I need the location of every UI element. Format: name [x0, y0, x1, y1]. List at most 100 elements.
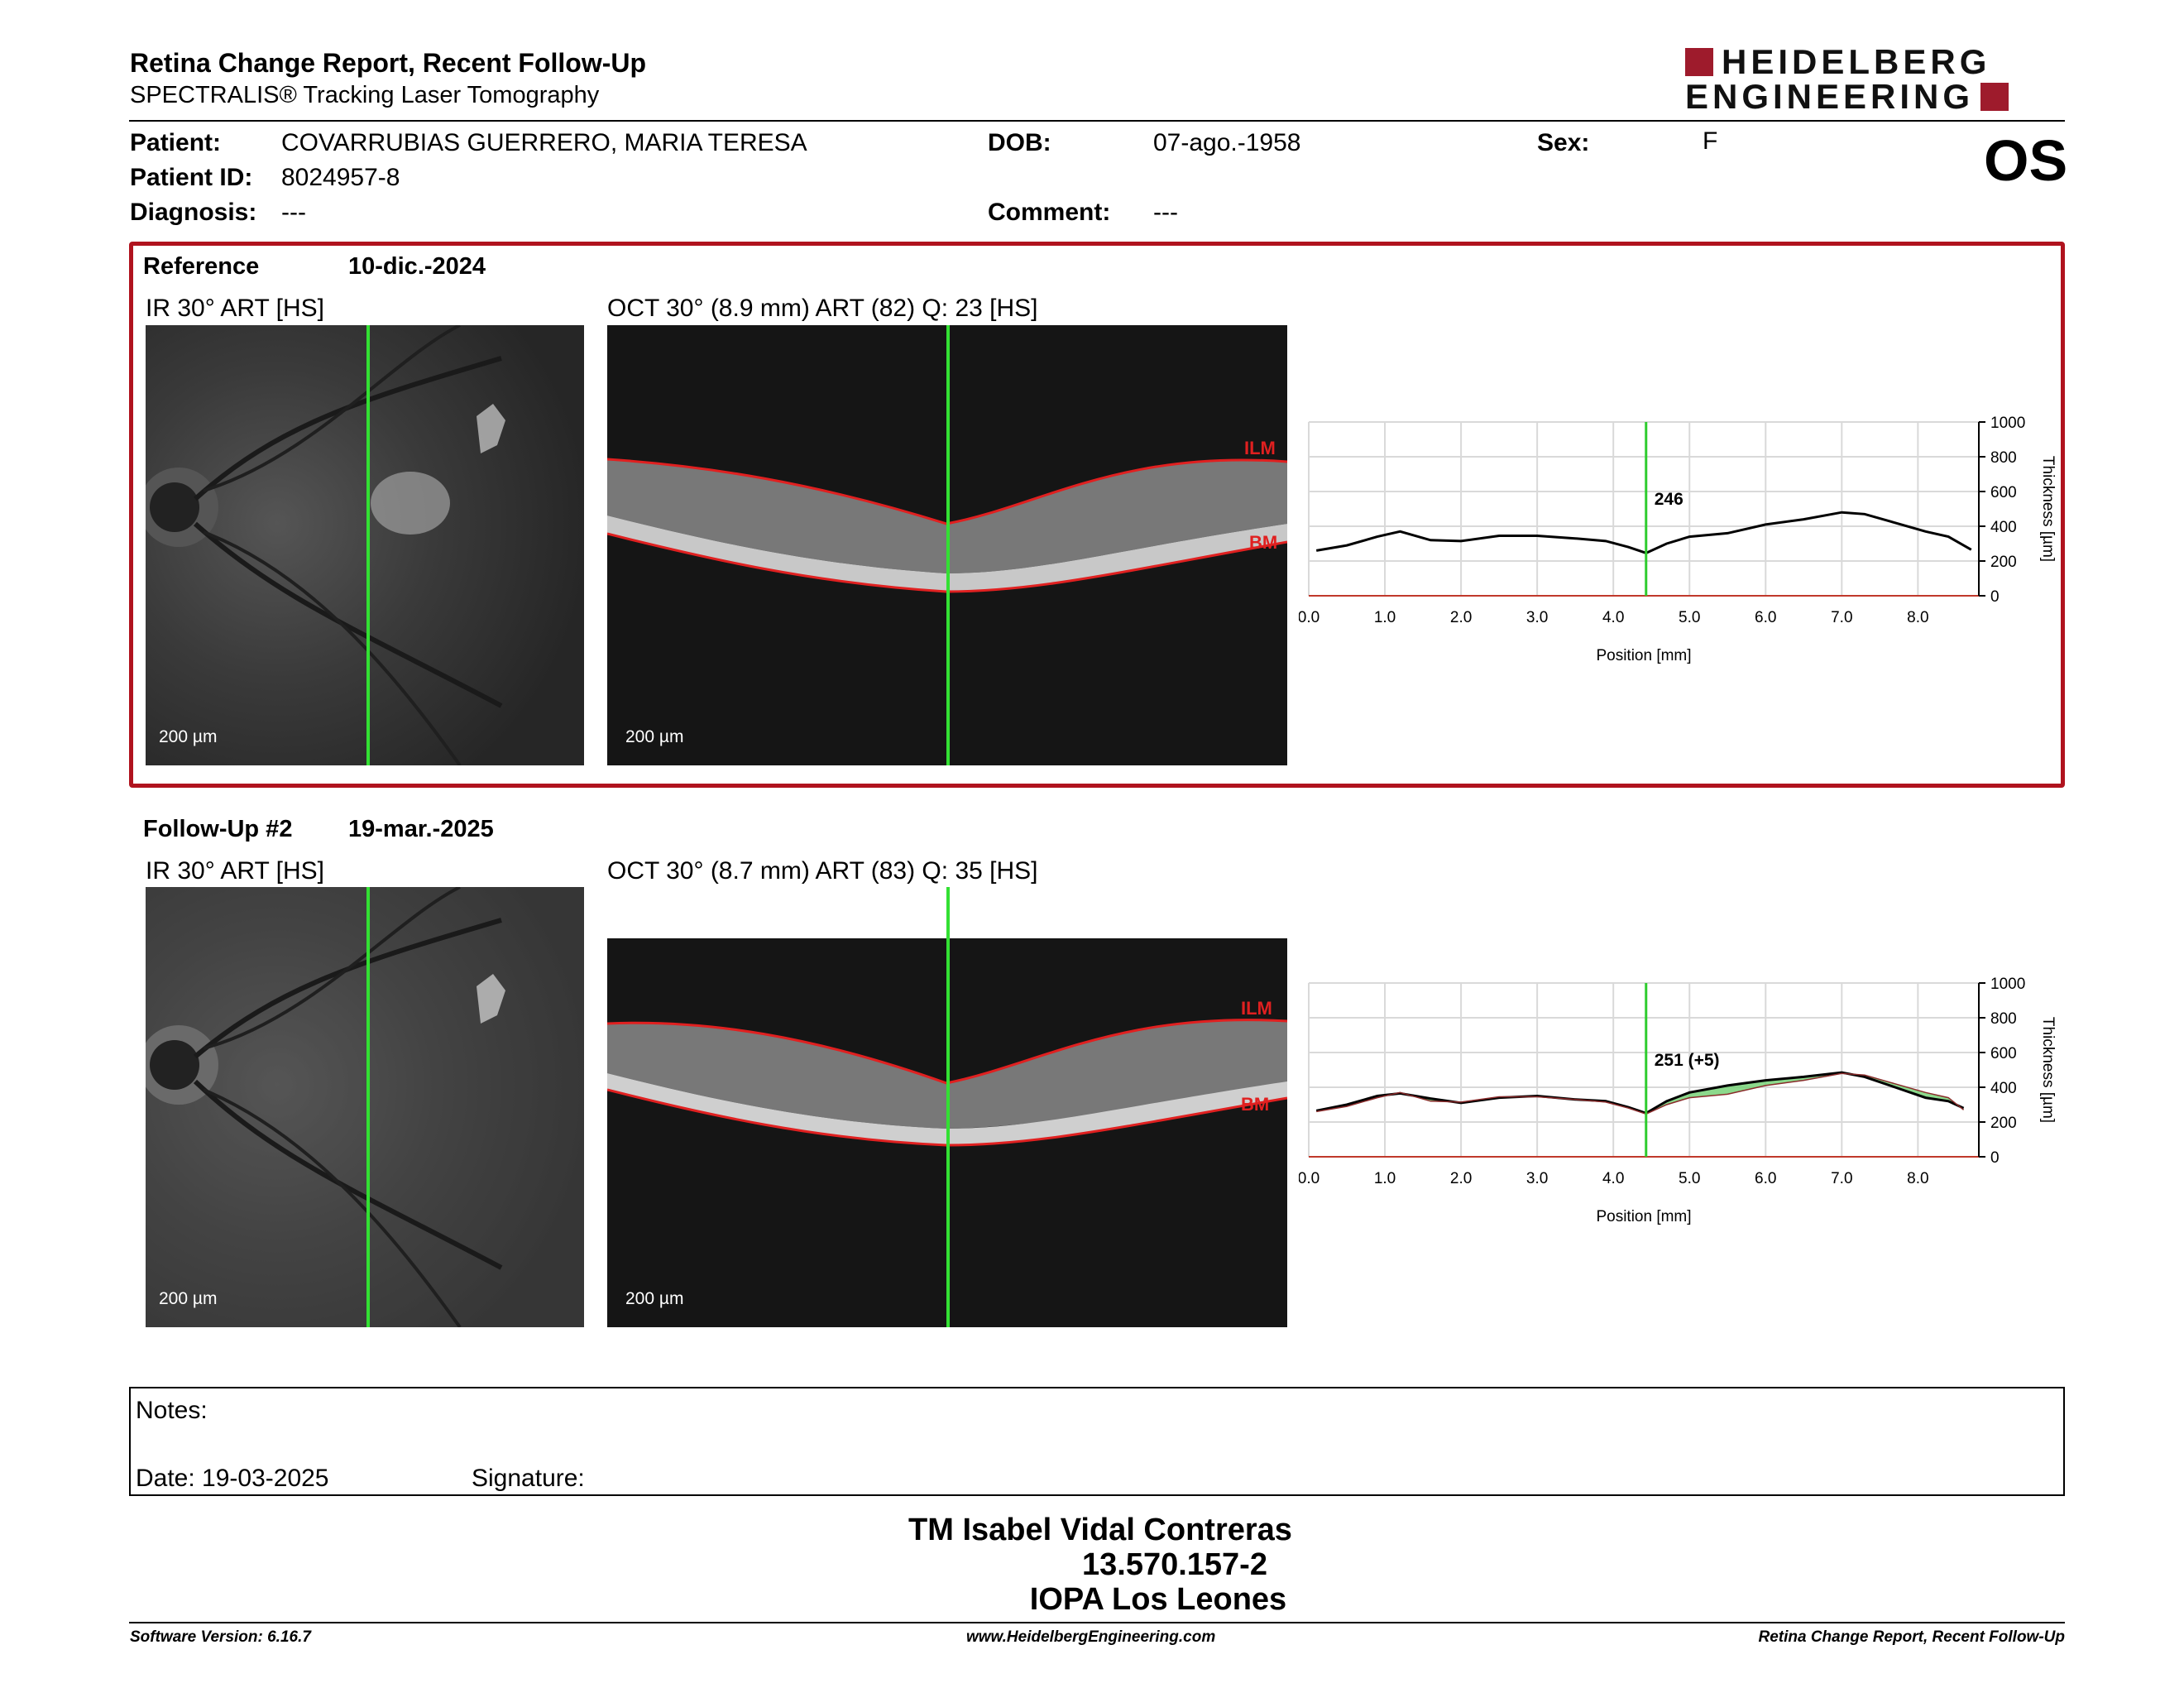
x-tick-label: 3.0	[1526, 609, 1548, 626]
heidelberg-logo: HEIDELBERG ENGINEERING	[1685, 42, 2065, 116]
x-tick-label: 0.0	[1299, 1170, 1320, 1187]
scan-position-line	[946, 887, 950, 1327]
x-tick-label: 5.0	[1679, 609, 1700, 626]
logo-square-icon	[1980, 83, 2009, 111]
x-tick-label: 2.0	[1450, 609, 1472, 626]
x-tick-label: 3.0	[1526, 1170, 1548, 1187]
signature-name: TM Isabel Vidal Contreras	[908, 1513, 1292, 1547]
ilm-label: ILM	[1244, 438, 1276, 458]
y-tick-label: 800	[1990, 1010, 2017, 1028]
dob-label: DOB:	[988, 129, 1051, 156]
scan-position-line	[946, 325, 950, 765]
footer-report-name: Retina Change Report, Recent Follow-Up	[1758, 1628, 2065, 1646]
thickness-series-line	[1316, 1072, 1965, 1115]
signature-rut: 13.570.157-2	[1082, 1547, 1267, 1582]
y-tick-label: 200	[1990, 1115, 2017, 1132]
y-tick-label: 200	[1990, 554, 2017, 571]
reference-ir-label: IR 30° ART [HS]	[146, 295, 324, 322]
header-divider	[129, 120, 2065, 122]
y-axis-label: Thickness [µm]	[2039, 1017, 2057, 1123]
fundus-drawing	[146, 887, 584, 1327]
x-tick-label: 2.0	[1450, 1170, 1472, 1187]
dob-value: 07-ago.-1958	[1153, 129, 1301, 156]
x-tick-label: 1.0	[1374, 1170, 1396, 1187]
x-tick-label: 4.0	[1602, 1170, 1624, 1187]
x-tick-label: 6.0	[1755, 609, 1776, 626]
scale-bar-label: 200 µm	[159, 727, 218, 746]
y-tick-label: 400	[1990, 1080, 2017, 1097]
followup-label: Follow-Up #2	[143, 816, 293, 842]
sex-label: Sex:	[1537, 129, 1590, 156]
report-subtitle: SPECTRALIS® Tracking Laser Tomography	[130, 82, 600, 108]
notes-label: Notes:	[136, 1397, 208, 1424]
cursor-value-label: 251 (+5)	[1655, 1051, 1720, 1070]
x-tick-label: 0.0	[1299, 609, 1320, 626]
diagnosis-label: Diagnosis:	[130, 199, 257, 226]
y-tick-label: 800	[1990, 449, 2017, 467]
software-version: Software Version: 6.16.7	[130, 1628, 311, 1646]
reference-oct-label: OCT 30° (8.9 mm) ART (82) Q: 23 [HS]	[607, 295, 1038, 322]
bm-label: BM	[1241, 1094, 1270, 1115]
thickness-series-line	[1315, 511, 1972, 554]
x-tick-label: 6.0	[1755, 1170, 1776, 1187]
x-tick-label: 1.0	[1374, 609, 1396, 626]
cursor-value-label: 246	[1655, 490, 1684, 509]
signature-label[interactable]: Signature:	[472, 1465, 585, 1492]
reference-thickness-chart: 0.0 1.0 2.0 3.0 4.0 5.0 6.0 7.0 8.0 0 200 400 600 800…	[1299, 415, 2057, 664]
footer-divider	[129, 1622, 2065, 1623]
x-axis-label: Position [mm]	[1596, 647, 1691, 664]
reference-oct-image: ILM BM 200 µm	[607, 325, 1287, 765]
x-tick-label: 4.0	[1602, 609, 1624, 626]
notes-date: Date: 19-03-2025	[136, 1465, 329, 1492]
y-tick-label: 400	[1990, 519, 2017, 536]
diagnosis-value: ---	[281, 199, 306, 226]
y-tick-label: 0	[1990, 1149, 2000, 1167]
followup-date: 19-mar.-2025	[348, 816, 494, 842]
logo-line-2: ENGINEERING	[1685, 77, 1975, 116]
reference-frame	[129, 242, 2065, 788]
fundus-drawing	[146, 325, 505, 765]
website-link[interactable]: www.HeidelbergEngineering.com	[966, 1628, 1216, 1646]
scan-position-line	[366, 887, 370, 1327]
logo-square-icon	[1685, 48, 1713, 76]
report-title: Retina Change Report, Recent Follow-Up	[130, 48, 647, 78]
followup-oct-image: ILM BM 200 µm	[607, 887, 1287, 1327]
followup-thickness-chart: 0.0 1.0 2.0 3.0 4.0 5.0 6.0 7.0 8.0 0 200 400 600 800…	[1299, 976, 2057, 1225]
reference-label: Reference	[143, 253, 260, 280]
eye-indicator: OS	[1984, 128, 2068, 193]
signature-clinic: IOPA Los Leones	[1029, 1582, 1287, 1617]
scale-bar-label: 200 µm	[625, 1289, 684, 1308]
x-tick-label: 7.0	[1831, 1170, 1852, 1187]
notes-box: Notes: Date: 19-03-2025 Signature:	[129, 1387, 2065, 1496]
comment-value: ---	[1153, 199, 1178, 226]
y-tick-label: 1000	[1990, 415, 2025, 432]
patient-id-label: Patient ID:	[130, 164, 253, 191]
x-tick-label: 5.0	[1679, 1170, 1700, 1187]
scale-bar-label: 200 µm	[159, 1289, 218, 1308]
patient-label: Patient:	[130, 129, 222, 156]
scale-bar-label: 200 µm	[625, 727, 684, 746]
y-tick-label: 600	[1990, 1045, 2017, 1062]
ilm-label: ILM	[1241, 998, 1272, 1019]
patient-id-value: 8024957-8	[281, 164, 400, 191]
x-tick-label: 8.0	[1907, 1170, 1928, 1187]
thickness-series-line	[1315, 1071, 1965, 1115]
x-tick-label: 7.0	[1831, 609, 1852, 626]
bm-label: BM	[1249, 532, 1278, 553]
followup-ir-label: IR 30° ART [HS]	[146, 857, 324, 885]
patient-value: COVARRUBIAS GUERRERO, MARIA TERESA	[281, 129, 807, 156]
reference-date: 10-dic.-2024	[348, 253, 486, 280]
y-axis-label: Thickness [µm]	[2039, 456, 2057, 562]
followup-ir-image: 200 µm	[146, 887, 584, 1327]
scan-position-line	[366, 325, 370, 765]
x-tick-label: 8.0	[1907, 609, 1928, 626]
y-tick-label: 1000	[1990, 976, 2025, 993]
y-tick-label: 0	[1990, 588, 2000, 606]
y-tick-label: 600	[1990, 484, 2017, 501]
followup-oct-label: OCT 30° (8.7 mm) ART (83) Q: 35 [HS]	[607, 857, 1038, 885]
comment-label: Comment:	[988, 199, 1111, 226]
reference-ir-image: 200 µm	[146, 325, 584, 765]
sex-value: F	[1703, 127, 1718, 155]
x-axis-label: Position [mm]	[1596, 1208, 1691, 1225]
logo-line-1: HEIDELBERG	[1722, 42, 1991, 81]
